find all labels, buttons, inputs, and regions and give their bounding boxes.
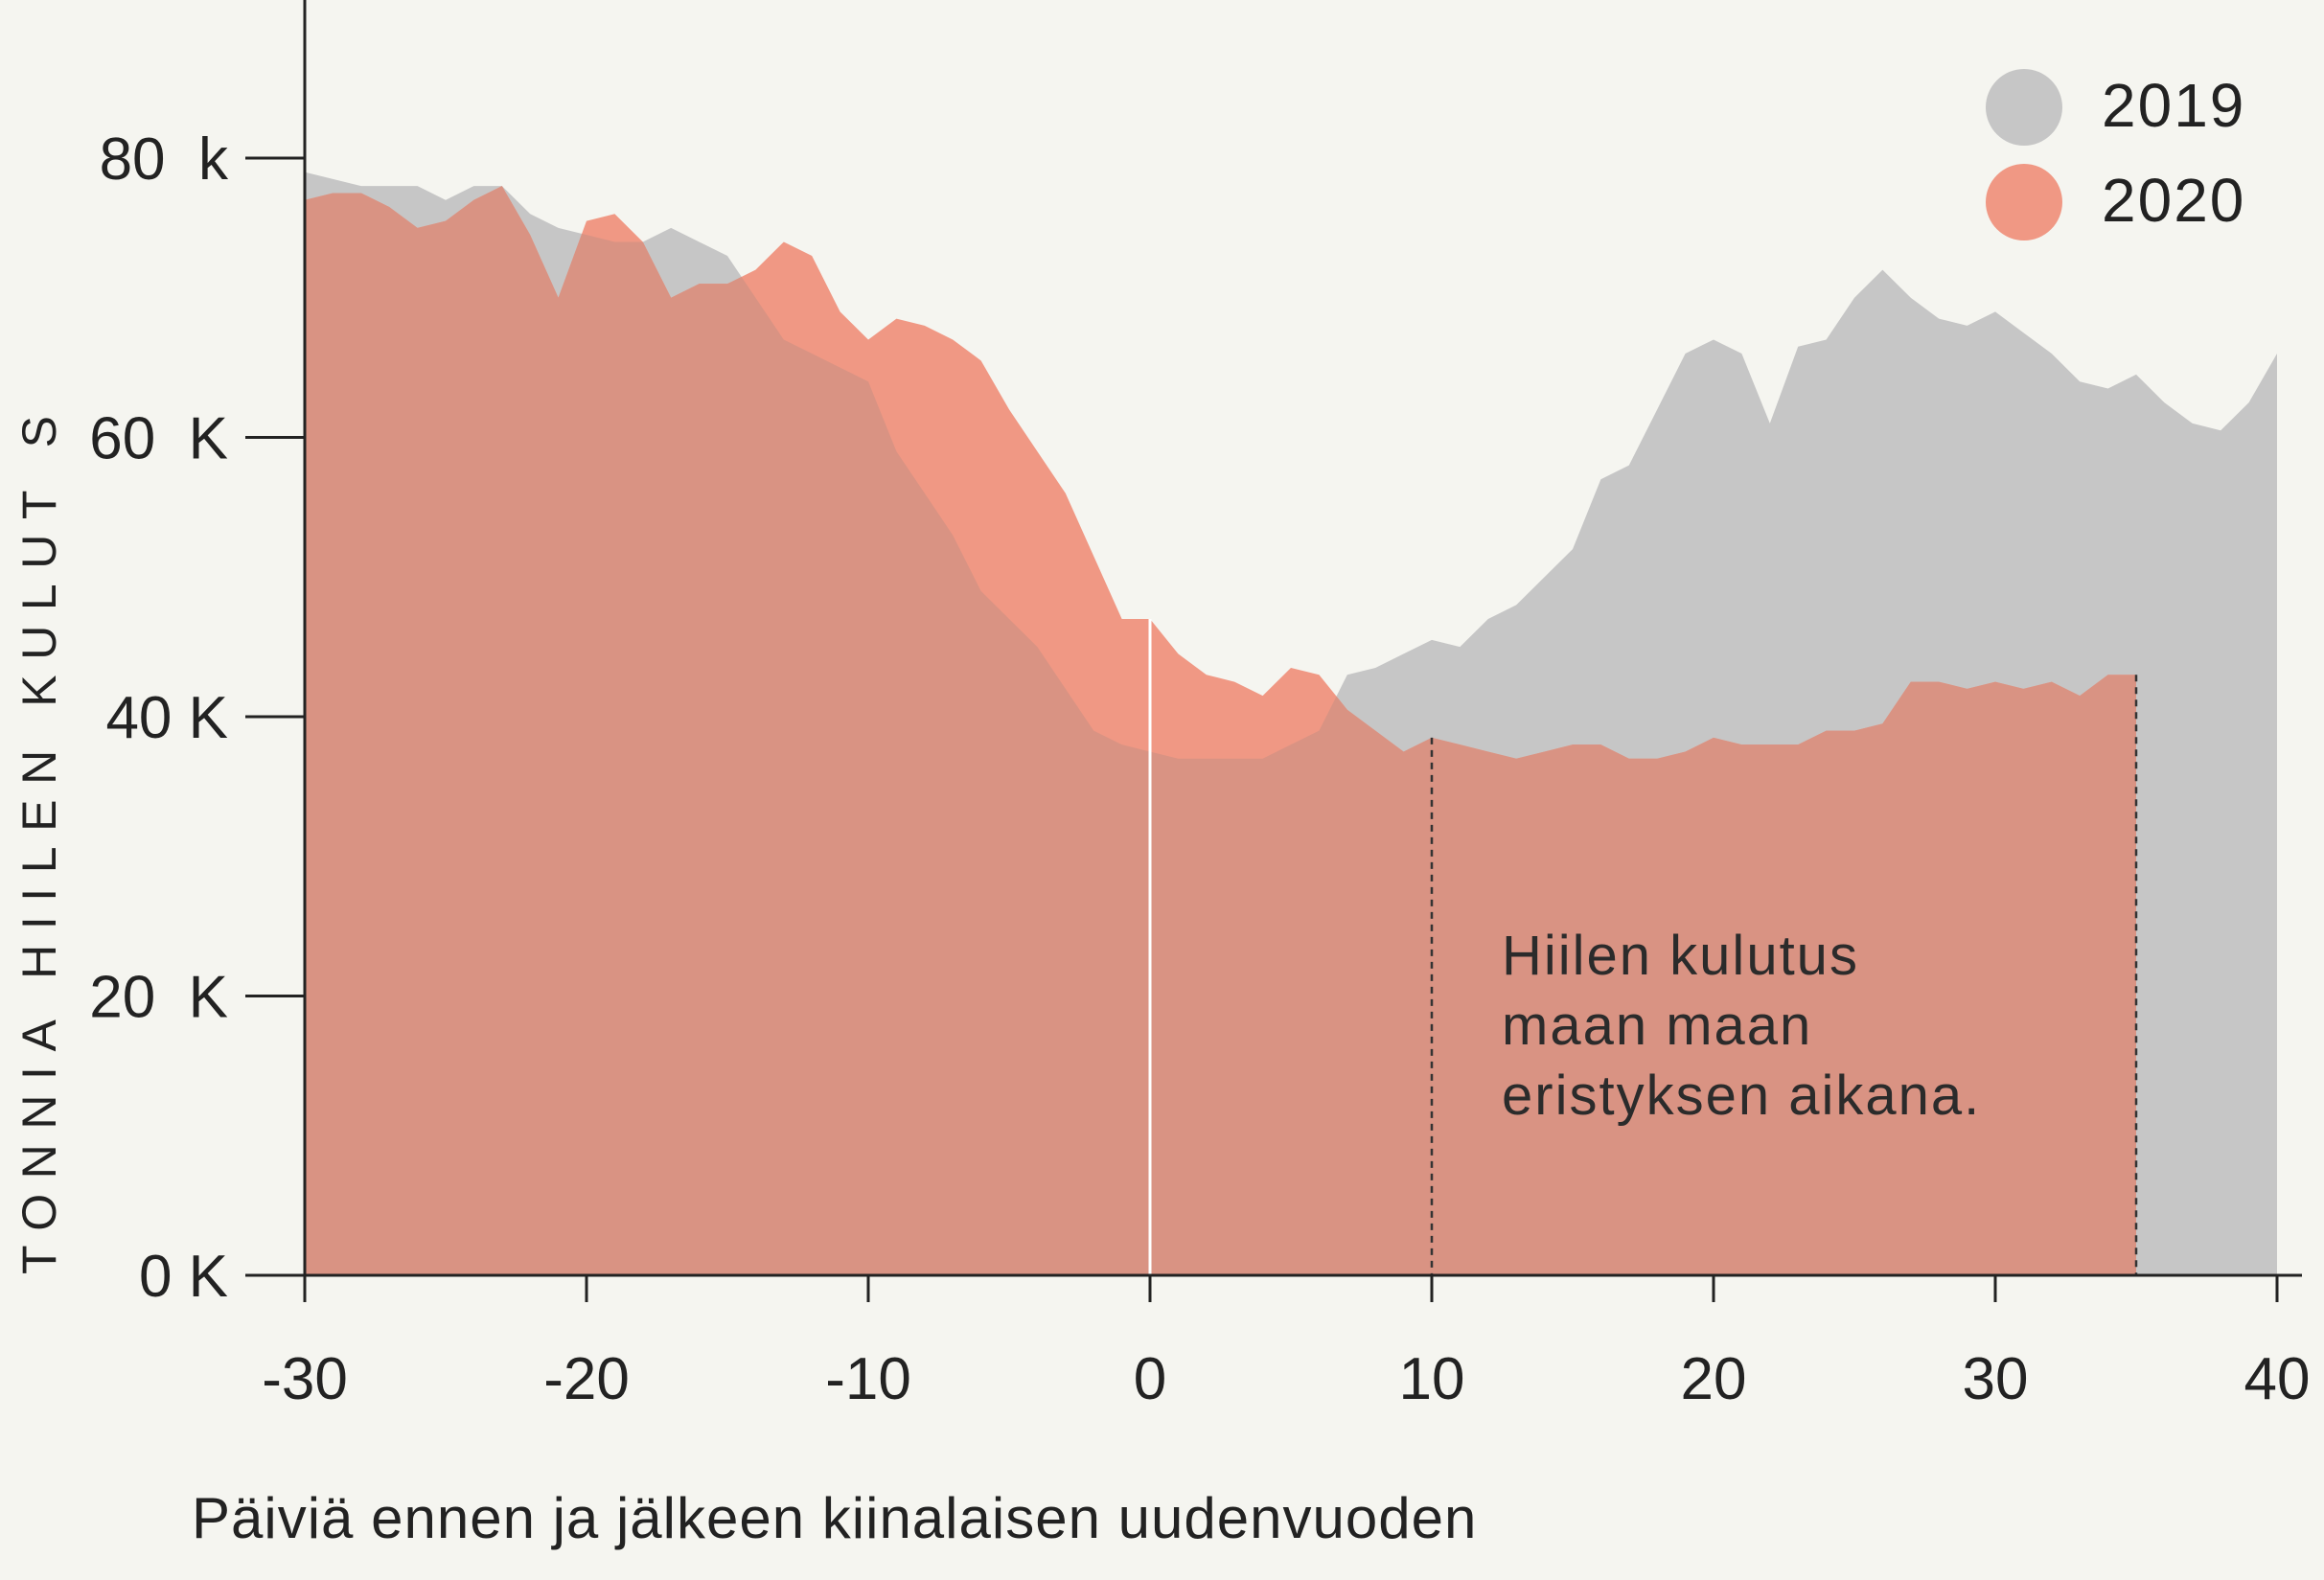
annotation-line-2: maan maan xyxy=(1502,995,1812,1057)
x-axis-title: Päiviä ennen ja jälkeen kiinalaisen uude… xyxy=(192,1486,1477,1550)
axes xyxy=(245,0,2302,1277)
x-tick-label: 0 xyxy=(1134,1346,1166,1412)
legend-2020-label: 2020 xyxy=(2102,166,2245,235)
y-tick-label: 0 K xyxy=(139,1244,228,1310)
y-tick-label: 20 K xyxy=(89,965,228,1031)
y-tick-label: 40 K xyxy=(105,685,228,751)
y-tick-label: 60 K xyxy=(89,406,228,472)
y-tick-label: 80 k xyxy=(100,126,229,193)
x-tick-label: -10 xyxy=(825,1346,911,1412)
y-axis-title: TONNIA HIILEN KULUT S xyxy=(12,412,66,1274)
legend-2020-marker xyxy=(1986,164,2062,240)
x-tick-label: -30 xyxy=(262,1346,348,1412)
x-tick-label: 30 xyxy=(1963,1346,2029,1412)
ticks: -30 -20 -10 0 10 20 30 40 0 K 20 K 40 K 60 K 80 k xyxy=(89,126,2310,1412)
annotation-line-1: Hiilen kulutus xyxy=(1502,925,1859,987)
legend-2019-label: 2019 xyxy=(2102,71,2245,140)
legend-2019-marker xyxy=(1986,69,2062,146)
x-tick-label: 10 xyxy=(1399,1346,1465,1412)
x-tick-label: -20 xyxy=(543,1346,630,1412)
x-tick-label: 40 xyxy=(2244,1346,2311,1412)
x-tick-label: 20 xyxy=(1681,1346,1747,1412)
annotation-line-3: eristyksen aikana. xyxy=(1502,1065,1981,1127)
annotation-lines xyxy=(1430,675,2138,1275)
plot-areas xyxy=(305,172,2277,1289)
